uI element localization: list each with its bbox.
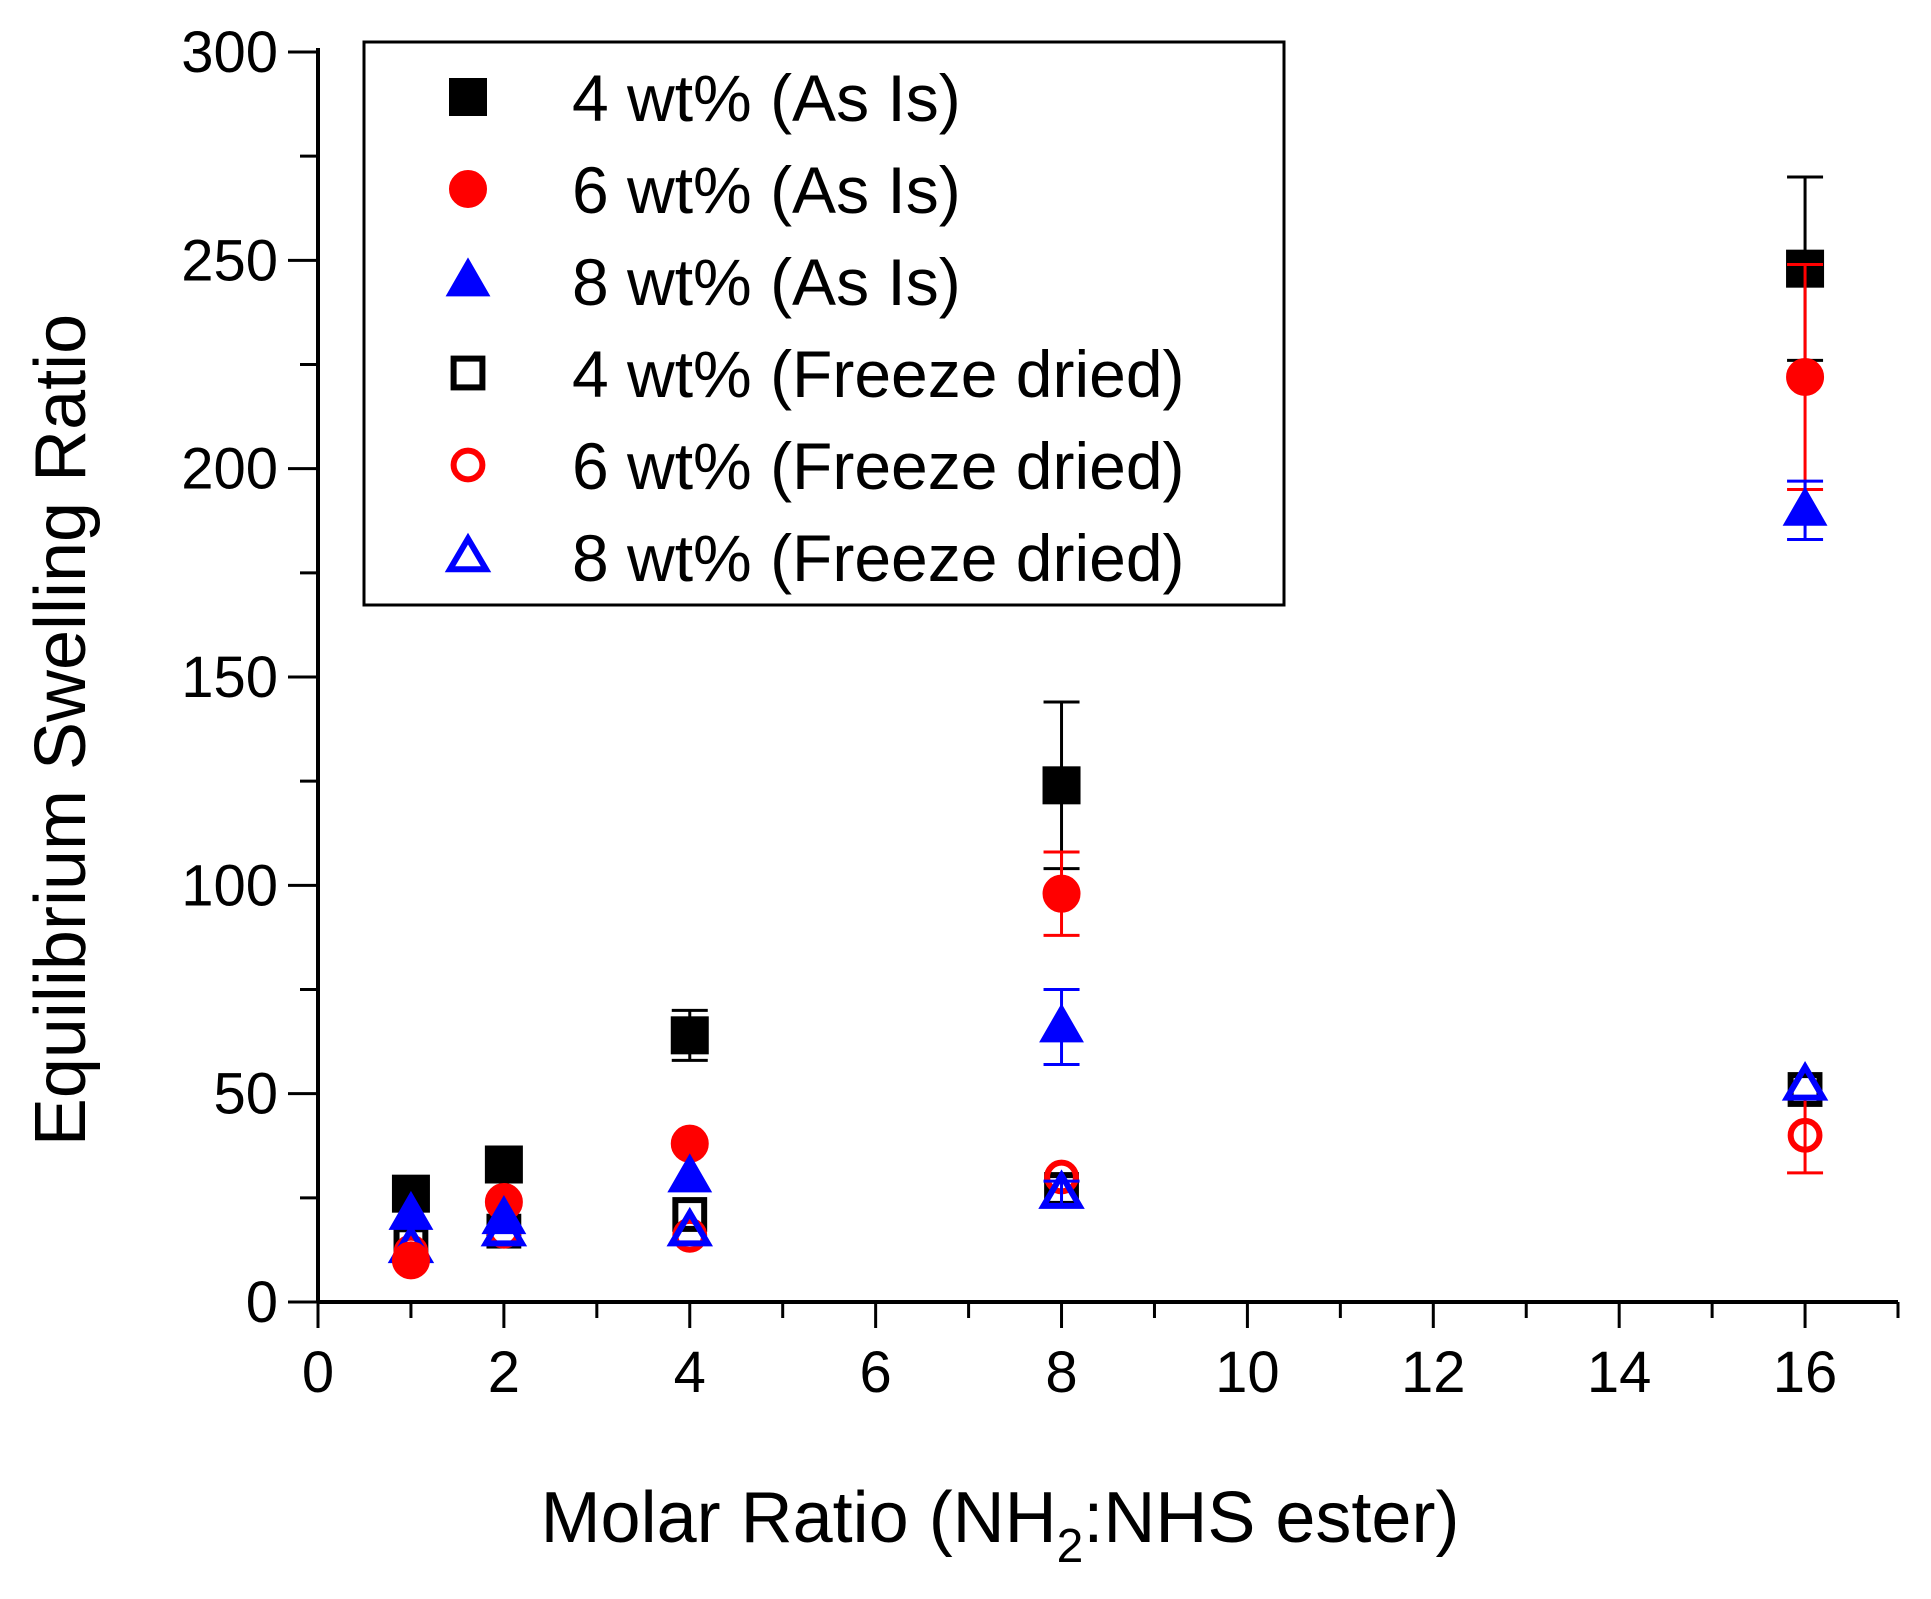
x-tick-label: 12 [1401,1340,1466,1405]
y-tick-label: 50 [213,1062,278,1127]
x-tick-label: 10 [1215,1340,1280,1405]
data-point [1042,766,1081,805]
data-point [484,1145,523,1184]
legend-marker [450,447,486,483]
data-point [1781,1061,1829,1101]
legend-marker [449,78,487,116]
x-tick-label: 2 [488,1340,520,1405]
y-tick-label: 0 [246,1270,278,1335]
x-tick-label: 8 [1045,1340,1077,1405]
legend-marker [449,170,487,208]
legend-label: 6 wt% (As Is) [572,153,961,227]
legend-label: 4 wt% (As Is) [572,61,961,135]
x-axis-title-main: Molar Ratio (NH [541,1478,1057,1558]
data-point [1787,1117,1823,1153]
axes: 0 50 100 150 200 250 300 0 2 4 6 8 10 12 14 16 [181,20,1900,1405]
data-points [387,175,1829,1280]
legend-marker [450,355,486,391]
x-axis-title-subscript: 2 [1057,1520,1084,1573]
legend: 4 wt% (As Is) 6 wt% (As Is) 8 wt% (As Is) 4… [362,40,1286,607]
x-axis-title-rest: :NHS ester) [1083,1478,1459,1558]
x-tick-label: 4 [674,1340,706,1405]
x-tick-label: 14 [1587,1340,1652,1405]
data-point [391,1241,430,1280]
data-point [481,1195,527,1235]
x-tick-label: 16 [1773,1340,1838,1405]
data-point [1782,486,1828,526]
y-tick-label: 300 [181,20,278,85]
y-tick-label: 150 [181,645,278,710]
y-axis-title: Equilibrium Swelling Ratio [21,314,101,1146]
legend-box [362,40,1286,607]
data-point [1042,874,1081,913]
x-tick-label: 0 [302,1340,334,1405]
y-tick-label: 200 [181,437,278,502]
data-point [666,1206,714,1247]
legend-label: 8 wt% (Freeze dried) [572,521,1185,595]
data-point [1039,1003,1084,1043]
y-tick-label: 250 [181,228,278,293]
data-point [1038,1169,1085,1209]
data-point [672,1197,708,1232]
data-point [670,1016,709,1055]
data-point [667,1153,713,1193]
legend-marker [444,532,492,573]
legend-label: 8 wt% (As Is) [572,245,961,319]
data-point [1786,358,1825,396]
y-tick-label: 100 [181,853,278,918]
x-axis-title: Molar Ratio (NH2:NHS ester) [541,1478,1460,1573]
data-point [388,1190,434,1230]
legend-marker [445,257,491,297]
x-tick-label: 6 [860,1340,892,1405]
legend-label: 6 wt% (Freeze dried) [572,429,1185,503]
legend-label: 4 wt% (Freeze dried) [572,337,1185,411]
